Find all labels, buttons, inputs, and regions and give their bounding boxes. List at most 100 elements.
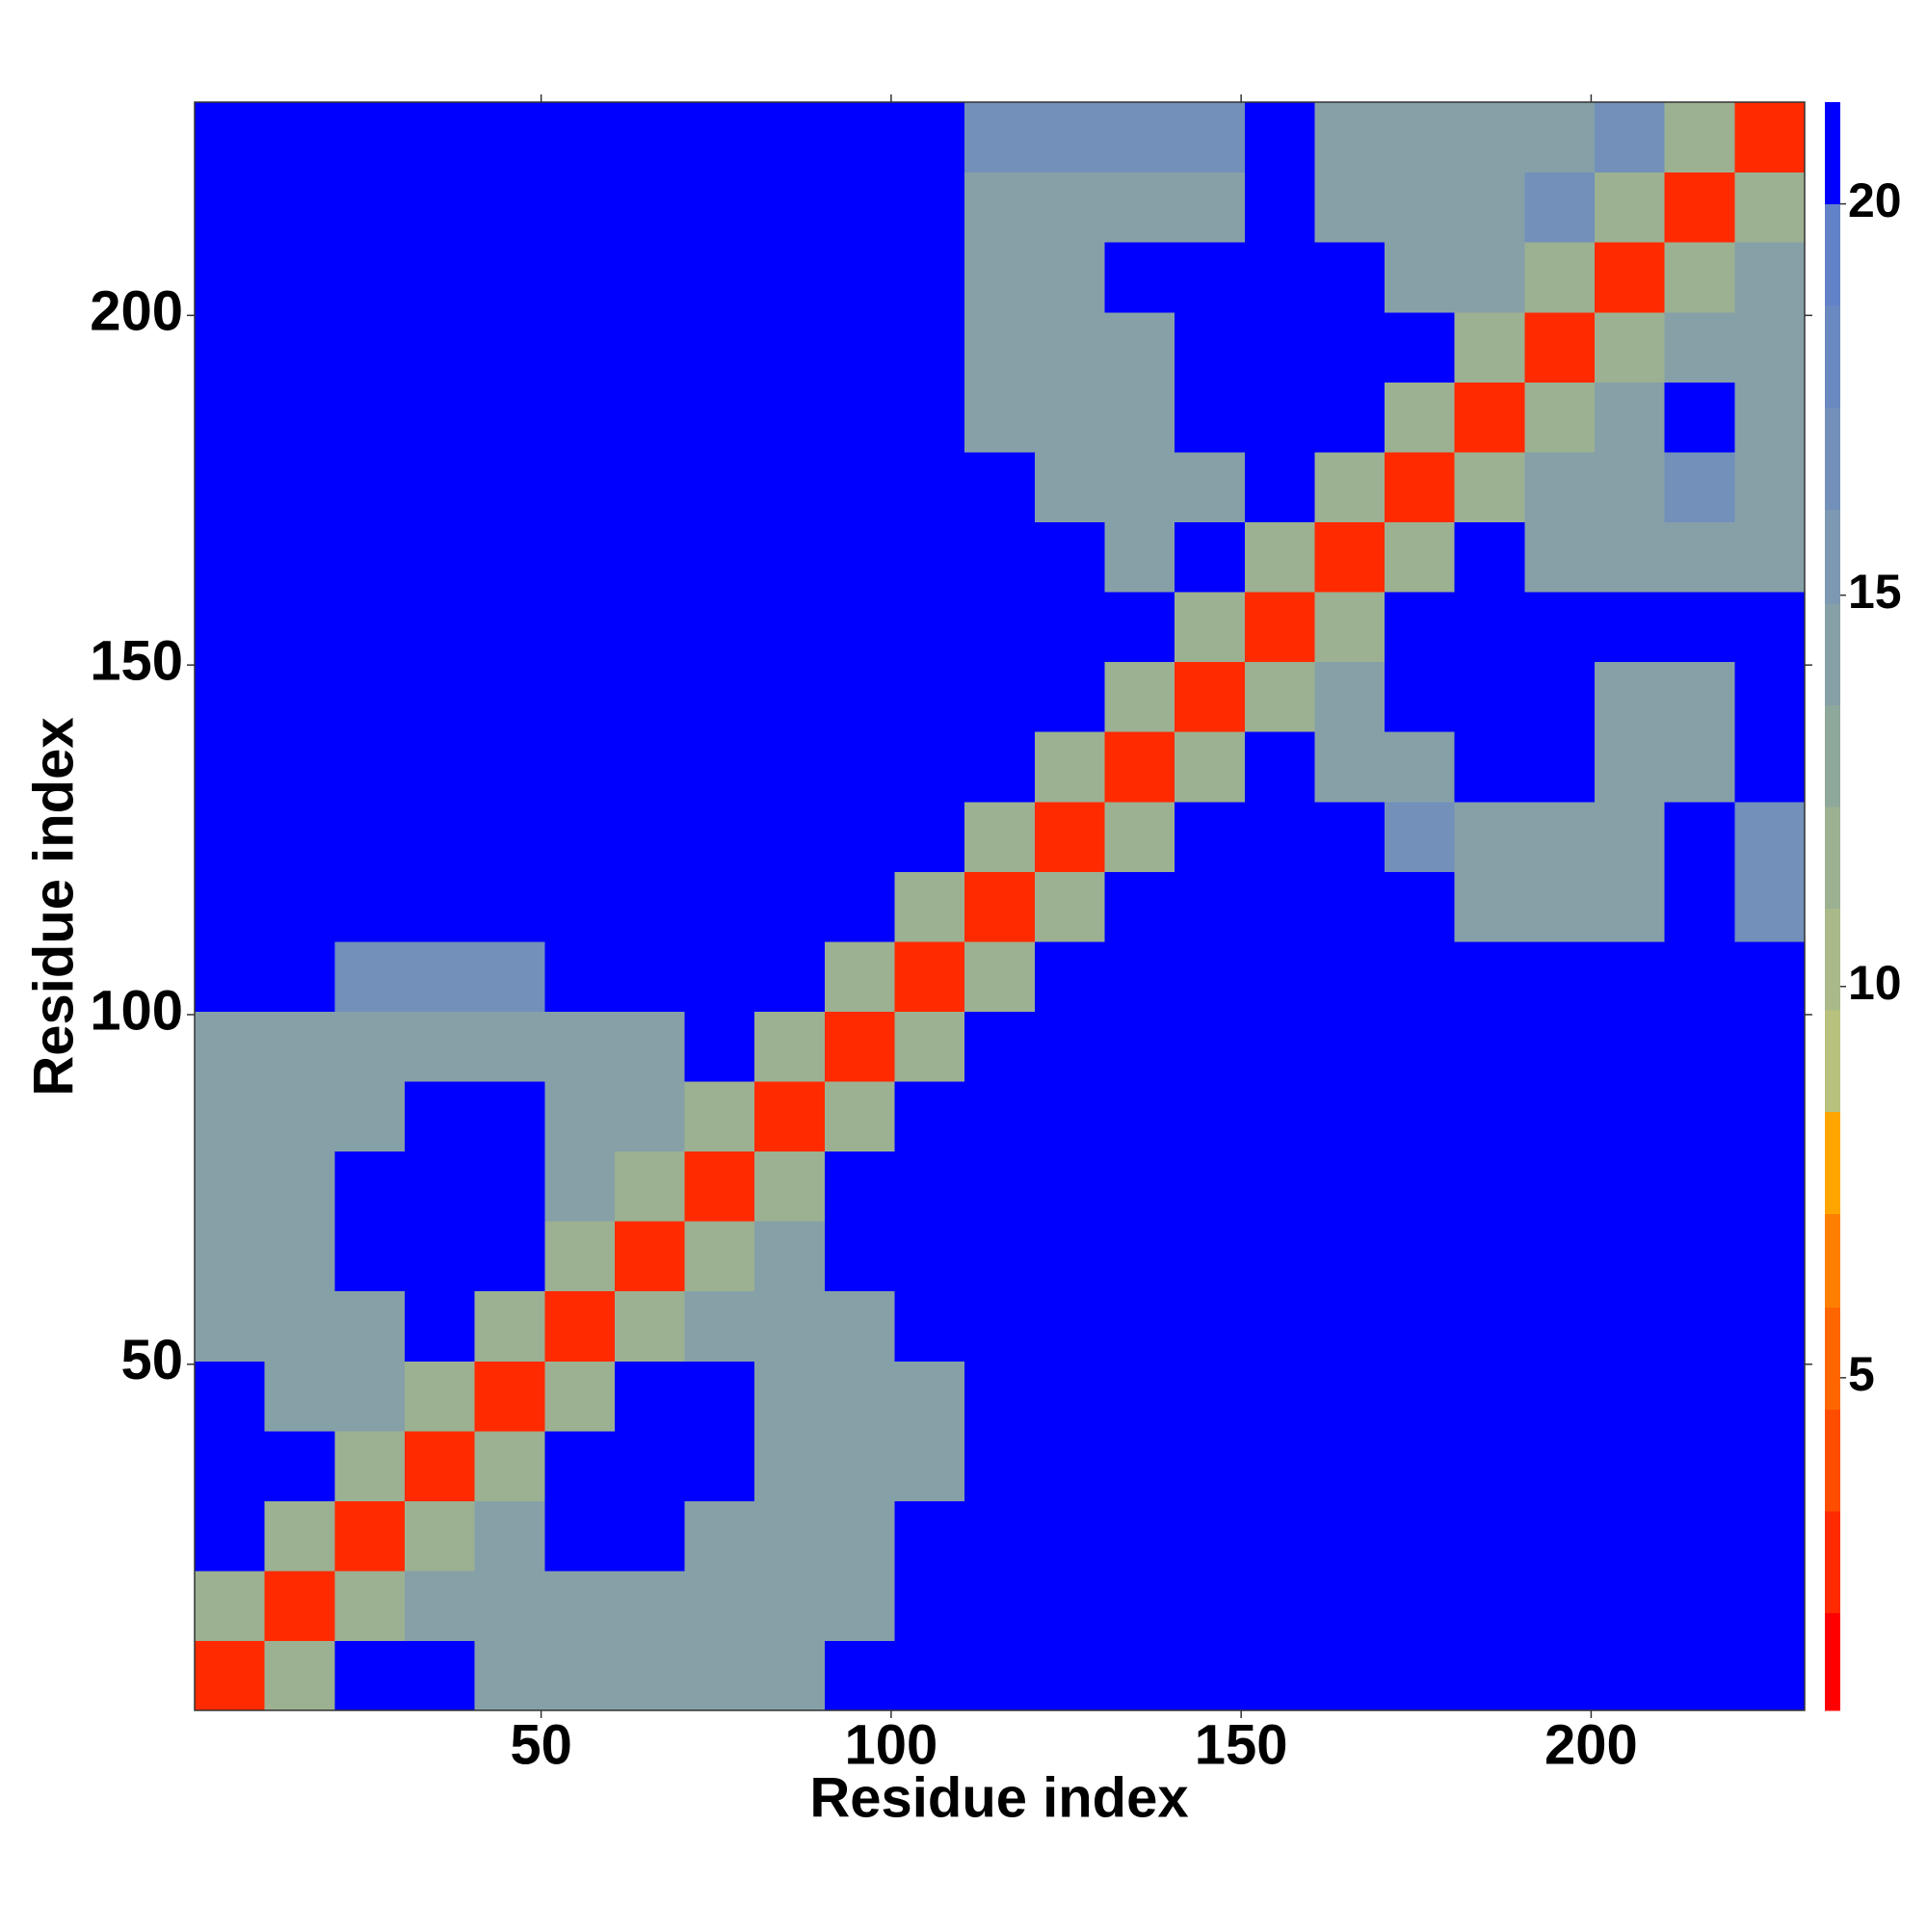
heatmap-cell — [474, 1361, 545, 1432]
heatmap-cell — [334, 451, 406, 522]
heatmap-cell — [544, 661, 616, 732]
heatmap-cell — [195, 451, 266, 522]
heatmap-cell — [1314, 172, 1386, 243]
heatmap-cell — [1034, 1430, 1106, 1501]
heatmap-cell — [1314, 731, 1386, 803]
heatmap-cell — [964, 871, 1036, 942]
heatmap-cell — [754, 1290, 826, 1362]
heatmap-cell — [824, 521, 896, 593]
heatmap-cell — [195, 1361, 266, 1432]
heatmap-cell — [1454, 311, 1525, 383]
heatmap-cell — [894, 1080, 965, 1152]
heatmap-cell — [684, 591, 755, 663]
heatmap-cell — [1524, 521, 1596, 593]
heatmap-cell — [894, 242, 965, 313]
heatmap-cell — [614, 1221, 686, 1292]
heatmap-cell — [964, 1570, 1036, 1642]
heatmap-cell — [1104, 1011, 1175, 1082]
heatmap-cell — [1454, 801, 1525, 872]
heatmap-cell — [1385, 661, 1456, 732]
heatmap-cell — [754, 1151, 826, 1222]
heatmap-cell — [1244, 871, 1316, 942]
heatmap-cell — [1175, 1570, 1246, 1642]
heatmap-cell — [614, 1011, 686, 1082]
heatmap-cell — [264, 1011, 335, 1082]
heatmap-cell — [474, 242, 545, 313]
heatmap-cell — [1385, 1011, 1456, 1082]
heatmap-cell — [1314, 242, 1386, 313]
heatmap-cell — [1175, 731, 1246, 803]
heatmap-cell — [1524, 1011, 1596, 1082]
heatmap-cell — [1244, 451, 1316, 522]
heatmap-cell — [1175, 1640, 1246, 1711]
heatmap-cell — [1034, 940, 1106, 1012]
heatmap-cell — [404, 1570, 476, 1642]
heatmap-cell — [1034, 1570, 1106, 1642]
heatmap-cell — [894, 1640, 965, 1711]
heatmap-cell — [264, 1640, 335, 1711]
heatmap-cell — [964, 1430, 1036, 1501]
heatmap-cell — [684, 1011, 755, 1082]
heatmap-cell — [1734, 1640, 1806, 1711]
heatmap-cell — [334, 382, 406, 453]
heatmap-cell — [964, 801, 1036, 872]
heatmap-cell — [474, 1221, 545, 1292]
heatmap-cell — [1314, 521, 1386, 593]
heatmap-cell — [1314, 451, 1386, 522]
heatmap-cell — [964, 1640, 1036, 1711]
heatmap-cell — [195, 521, 266, 593]
y-tick-label: 50 — [120, 1329, 183, 1391]
heatmap-cell — [614, 1361, 686, 1432]
heatmap-cell — [964, 1151, 1036, 1222]
heatmap-cell — [404, 1500, 476, 1572]
heatmap-cell — [1595, 591, 1666, 663]
heatmap-cell — [264, 1361, 335, 1432]
heatmap-cell — [894, 521, 965, 593]
heatmap-cell — [614, 661, 686, 732]
heatmap-cell — [1664, 1500, 1735, 1572]
heatmap-cell — [824, 801, 896, 872]
heatmap-cell — [1104, 940, 1175, 1012]
heatmap-cell — [1244, 661, 1316, 732]
heatmap-cell — [1104, 172, 1175, 243]
heatmap-cell — [544, 382, 616, 453]
heatmap-cell — [1595, 311, 1666, 383]
heatmap-cell — [1314, 940, 1386, 1012]
heatmap-cell — [1104, 1500, 1175, 1572]
heatmap-cell — [684, 661, 755, 732]
heatmap-cell — [1175, 871, 1246, 942]
heatmap-cell — [334, 1640, 406, 1711]
heatmap-cell — [264, 1430, 335, 1501]
heatmap-cell — [894, 1361, 965, 1432]
heatmap-cell — [264, 1080, 335, 1152]
heatmap-cell — [1734, 661, 1806, 732]
heatmap-cell — [1454, 591, 1525, 663]
heatmap-cell — [614, 172, 686, 243]
heatmap-cell — [1034, 1221, 1106, 1292]
heatmap-cell — [1104, 1080, 1175, 1152]
heatmap-cell — [1175, 661, 1246, 732]
heatmap-cell — [1385, 172, 1456, 243]
heatmap-cell — [474, 661, 545, 732]
heatmap-cell — [1175, 1361, 1246, 1432]
heatmap-cell — [474, 1570, 545, 1642]
heatmap-cell — [684, 382, 755, 453]
heatmap-cell — [684, 1500, 755, 1572]
heatmap-cell — [544, 1011, 616, 1082]
heatmap-cell — [1244, 801, 1316, 872]
heatmap-cell — [1664, 1221, 1735, 1292]
y-tick-label: 150 — [90, 629, 183, 692]
colorbar-segment — [1825, 1111, 1840, 1214]
heatmap-cell — [754, 591, 826, 663]
heatmap-cell — [404, 1151, 476, 1222]
heatmap-cell — [334, 661, 406, 732]
heatmap-cell — [264, 801, 335, 872]
heatmap-cell — [1734, 1361, 1806, 1432]
heatmap-cell — [195, 661, 266, 732]
heatmap-cell — [824, 1361, 896, 1432]
heatmap-cell — [264, 871, 335, 942]
heatmap-cell — [1734, 1221, 1806, 1292]
heatmap-cell — [754, 521, 826, 593]
heatmap-cell — [894, 451, 965, 522]
